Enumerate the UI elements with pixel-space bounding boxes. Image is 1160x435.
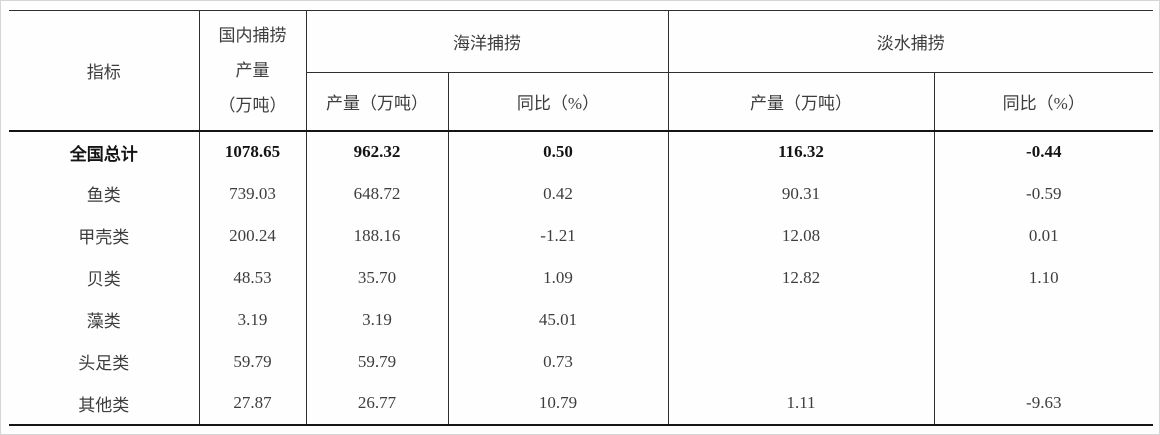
cell-freshwater-production: 12.82 bbox=[668, 256, 935, 299]
cell-freshwater-production: 12.08 bbox=[668, 214, 935, 257]
cell-domestic-production: 27.87 bbox=[199, 382, 307, 426]
cell-marine-production: 648.72 bbox=[306, 172, 449, 215]
cell-freshwater-production: 90.31 bbox=[668, 172, 935, 215]
cell-marine-yoy: 45.01 bbox=[448, 298, 669, 341]
cell-freshwater-yoy: -0.44 bbox=[1026, 142, 1062, 161]
row-label: 鱼类 bbox=[9, 172, 200, 215]
cell-marine-production: 26.77 bbox=[306, 382, 449, 426]
table-row: 全国总计 1078.65 962.32 0.50 116.32 -0.44 bbox=[9, 130, 1153, 173]
cell-marine-production: 188.16 bbox=[306, 214, 449, 257]
cell-freshwater-yoy: -9.63 bbox=[934, 382, 1153, 426]
cell-marine-production: 3.19 bbox=[306, 298, 449, 341]
header-freshwater-yoy: 同比（%） bbox=[934, 72, 1153, 132]
header-marine-production: 产量（万吨） bbox=[306, 72, 449, 132]
header-domestic-line-3: （万吨） bbox=[218, 95, 287, 115]
cell-domestic-production: 200.24 bbox=[199, 214, 307, 257]
header-domestic-line-1: 国内捕捞 bbox=[218, 25, 287, 45]
table-row: 头足类 59.79 59.79 0.73 bbox=[9, 340, 1153, 383]
cell-freshwater-yoy: 1.10 bbox=[1028, 267, 1059, 287]
table-row: 贝类 48.53 35.70 1.09 12.82 1.10 bbox=[9, 256, 1153, 299]
cell-marine-production: 35.70 bbox=[306, 256, 449, 299]
cell-freshwater-yoy: -0.59 bbox=[1026, 183, 1062, 203]
cell-freshwater-production bbox=[668, 340, 935, 383]
header-domestic-line-2: 产量 bbox=[235, 60, 270, 80]
header-freshwater-group: 淡水捕捞 bbox=[668, 10, 1153, 73]
catch-production-table: 指标 国内捕捞 产量 （万吨） 海洋捕捞 淡水捕捞 产量（万吨） 同比（%） 产… bbox=[9, 10, 1153, 426]
cell-freshwater-yoy bbox=[934, 341, 1153, 383]
cell-marine-yoy: 1.09 bbox=[448, 256, 669, 299]
row-label: 贝类 bbox=[9, 256, 200, 299]
row-label: 甲壳类 bbox=[9, 214, 200, 257]
header-marine-group: 海洋捕捞 bbox=[306, 10, 669, 73]
header-domestic-production: 国内捕捞 产量 （万吨） bbox=[199, 10, 307, 132]
cell-marine-production: 962.32 bbox=[306, 130, 449, 173]
cell-marine-yoy: -1.21 bbox=[448, 214, 669, 257]
cell-freshwater-yoy bbox=[934, 299, 1153, 341]
cell-marine-production: 59.79 bbox=[306, 340, 449, 383]
cell-freshwater-production bbox=[668, 298, 935, 341]
cell-marine-yoy: 0.42 bbox=[448, 172, 669, 215]
table-body: 全国总计 1078.65 962.32 0.50 116.32 -0.44 鱼类… bbox=[9, 130, 1153, 426]
cell-marine-yoy: 10.79 bbox=[448, 382, 669, 426]
row-label: 头足类 bbox=[9, 340, 200, 383]
table-row: 甲壳类 200.24 188.16 -1.21 12.08 0.01 bbox=[9, 214, 1153, 257]
row-label: 藻类 bbox=[9, 298, 200, 341]
cell-freshwater-production: 116.32 bbox=[668, 130, 935, 173]
cell-domestic-production: 59.79 bbox=[199, 340, 307, 383]
cell-domestic-production: 739.03 bbox=[199, 172, 307, 215]
header-indicator: 指标 bbox=[9, 10, 200, 132]
row-label: 其他类 bbox=[9, 382, 200, 426]
cell-freshwater-production: 1.11 bbox=[668, 382, 935, 426]
table-row: 鱼类 739.03 648.72 0.42 90.31 -0.59 bbox=[9, 172, 1153, 215]
cell-marine-yoy: 0.73 bbox=[448, 340, 669, 383]
table-row: 其他类 27.87 26.77 10.79 1.11 -9.63 bbox=[9, 382, 1153, 426]
cell-domestic-production: 1078.65 bbox=[199, 130, 307, 173]
cell-freshwater-yoy: 0.01 bbox=[1028, 225, 1059, 245]
header-freshwater-production: 产量（万吨） bbox=[668, 72, 935, 132]
table-row: 藻类 3.19 3.19 45.01 bbox=[9, 298, 1153, 341]
cell-domestic-production: 48.53 bbox=[199, 256, 307, 299]
cell-domestic-production: 3.19 bbox=[199, 298, 307, 341]
row-label: 全国总计 bbox=[9, 130, 200, 173]
header-marine-yoy: 同比（%） bbox=[448, 72, 669, 132]
cell-marine-yoy: 0.50 bbox=[448, 130, 669, 173]
